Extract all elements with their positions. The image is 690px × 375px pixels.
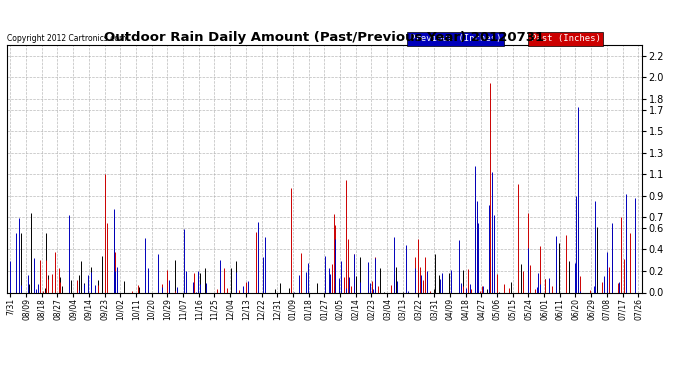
Text: Past (Inches): Past (Inches) <box>531 34 600 44</box>
Text: Previous (Inches): Previous (Inches) <box>410 34 502 44</box>
Title: Outdoor Rain Daily Amount (Past/Previous Year) 20120731: Outdoor Rain Daily Amount (Past/Previous… <box>104 31 544 44</box>
Text: Copyright 2012 Cartronics.com: Copyright 2012 Cartronics.com <box>7 33 126 42</box>
